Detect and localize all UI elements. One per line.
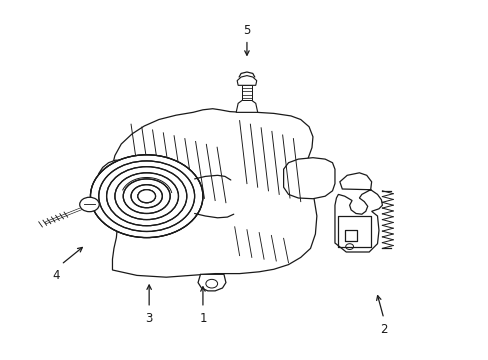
Text: 1: 1	[199, 312, 206, 325]
Polygon shape	[283, 158, 334, 199]
Circle shape	[138, 190, 155, 203]
Polygon shape	[111, 109, 316, 277]
Text: 2: 2	[379, 323, 387, 336]
Circle shape	[80, 197, 99, 212]
Polygon shape	[334, 173, 382, 252]
Polygon shape	[198, 274, 225, 291]
Polygon shape	[237, 76, 256, 85]
Text: 4: 4	[52, 269, 60, 282]
Text: 5: 5	[243, 24, 250, 37]
Text: 3: 3	[145, 312, 153, 325]
Polygon shape	[236, 100, 257, 112]
Polygon shape	[98, 160, 122, 205]
Circle shape	[90, 155, 203, 238]
Polygon shape	[242, 85, 251, 100]
